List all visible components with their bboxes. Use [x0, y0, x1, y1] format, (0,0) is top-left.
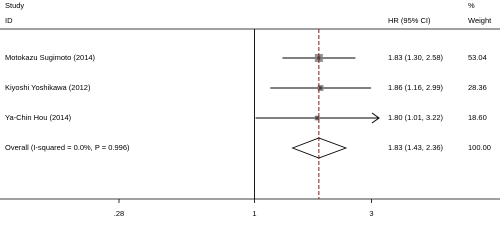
- x-tick-label: 3: [369, 209, 373, 218]
- overall-weight-label: 100.00: [468, 143, 491, 152]
- overall-diamond: [291, 137, 348, 159]
- study-label: Ya-Chin Hou (2014): [5, 113, 72, 122]
- weight-label: 18.60: [468, 113, 487, 122]
- effect-label: 1.83 (1.30, 2.58): [388, 53, 444, 62]
- overall-effect-label: 1.83 (1.43, 2.36): [388, 143, 444, 152]
- header-percent: %: [468, 1, 475, 10]
- point-estimate: [315, 116, 319, 120]
- effect-label: 1.80 (1.01, 3.22): [388, 113, 444, 122]
- x-tick-label: .28: [114, 209, 124, 218]
- header-study: Study: [5, 1, 24, 10]
- effect-label: 1.86 (1.16, 2.99): [388, 83, 444, 92]
- forest-plot: Study % ID HR (95% CI) Weight .28 1 3 Motok…: [0, 0, 500, 229]
- study-label: Motokazu Sugimoto (2014): [5, 53, 96, 62]
- point-estimate: [319, 86, 323, 90]
- header-id: ID: [5, 16, 13, 25]
- header-weight: Weight: [468, 16, 492, 25]
- study-label: Kiyoshi Yoshikawa (2012): [5, 83, 91, 92]
- overall-label: Overall (I-squared = 0.0%, P = 0.996): [5, 143, 130, 152]
- weight-label: 53.04: [468, 53, 487, 62]
- header-effect: HR (95% CI): [388, 16, 431, 25]
- weight-label: 28.36: [468, 83, 487, 92]
- ci-arrow: [371, 112, 380, 124]
- background: [0, 0, 500, 229]
- x-tick-label: 1: [252, 209, 256, 218]
- point-estimate: [317, 56, 321, 60]
